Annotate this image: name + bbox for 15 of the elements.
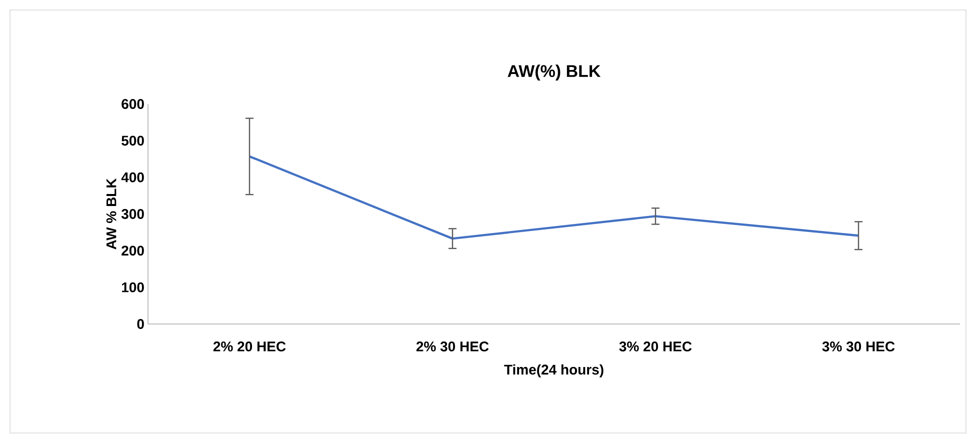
- x-tick-label: 2% 30 HEC: [416, 342, 489, 352]
- y-tick-label: 200: [122, 246, 144, 256]
- x-axis-title: Time(24 hours): [504, 364, 604, 378]
- y-tick-label: 0: [137, 319, 144, 329]
- y-axis-title: AW % BLK: [106, 178, 116, 250]
- x-tick-label: 3% 20 HEC: [619, 342, 692, 352]
- y-tick-label: 600: [122, 99, 144, 109]
- x-tick-label: 3% 30 HEC: [822, 342, 895, 352]
- chart-title: AW(%) BLK: [508, 64, 601, 80]
- y-tick-label: 100: [122, 282, 144, 292]
- y-tick-label: 300: [121, 209, 144, 219]
- y-tick-label: 400: [121, 172, 144, 182]
- y-tick-label: 500: [122, 136, 144, 146]
- x-tick-label: 2% 20 HEC: [213, 342, 286, 352]
- line-series: [248, 155, 860, 240]
